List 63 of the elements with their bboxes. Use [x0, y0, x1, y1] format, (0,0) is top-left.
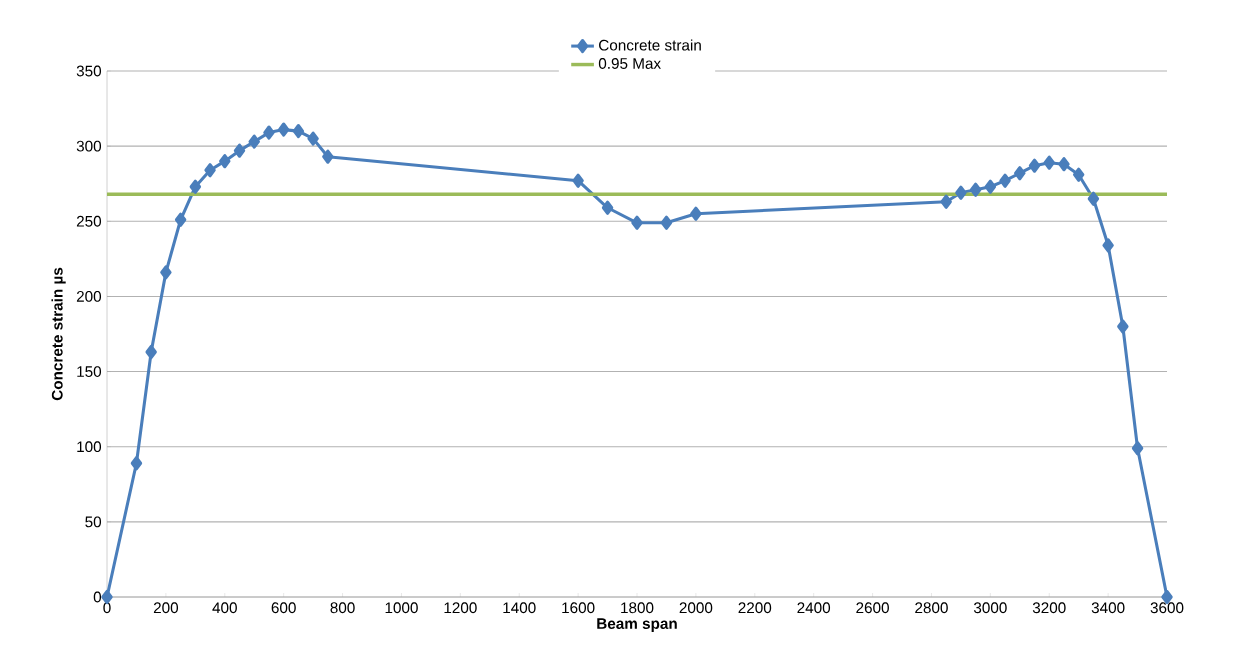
point — [174, 212, 187, 227]
y-tick-label: 150 — [77, 366, 102, 377]
x-tick-label: 400 — [212, 602, 237, 614]
point — [130, 456, 143, 471]
x-tick-label: 1000 — [385, 602, 418, 614]
legend-label: 0.95 Max — [598, 58, 661, 69]
point — [940, 194, 952, 209]
x-tick-label: 600 — [271, 602, 296, 614]
point — [955, 185, 967, 200]
point — [999, 173, 1011, 188]
point — [1028, 158, 1041, 173]
x-tick-label: 3200 — [1032, 602, 1066, 614]
y-tick-label: 100 — [77, 441, 102, 453]
legend-label: Concrete strain — [599, 39, 701, 51]
point — [690, 206, 702, 221]
x-tick-label: 1600 — [562, 602, 595, 614]
point — [322, 149, 334, 164]
point — [1058, 157, 1070, 172]
point — [160, 265, 172, 280]
y-tick-label: 250 — [76, 215, 102, 227]
point — [189, 179, 202, 194]
point — [1087, 191, 1100, 206]
point — [601, 200, 614, 215]
point — [631, 215, 643, 230]
point — [204, 163, 216, 178]
x-tick-label: 3400 — [1091, 602, 1125, 614]
point — [145, 344, 157, 360]
point — [277, 122, 290, 137]
point — [307, 131, 319, 146]
x-tick-label: 2600 — [856, 602, 889, 614]
y-tick-label: 350 — [76, 65, 102, 77]
point — [219, 154, 231, 169]
point — [1043, 155, 1055, 170]
point — [1131, 441, 1144, 456]
point — [233, 143, 246, 158]
x-tick-label: 2000 — [679, 602, 713, 614]
point — [263, 125, 275, 140]
y-tick-label: 50 — [85, 516, 102, 528]
point — [1102, 238, 1114, 253]
point — [969, 182, 982, 197]
x-tick-label: 1400 — [503, 602, 536, 614]
y-axis-title: Concrete strain µs — [51, 267, 66, 401]
y-tick-label: 300 — [76, 140, 102, 152]
x-tick-label: 3000 — [973, 602, 1007, 614]
point — [248, 134, 260, 149]
x-tick-label: 800 — [330, 602, 355, 614]
x-tick-label: 2800 — [915, 602, 948, 614]
point — [1072, 167, 1085, 182]
point — [1117, 319, 1129, 334]
point — [660, 215, 673, 230]
point — [984, 179, 997, 194]
x-tick-label: 2200 — [738, 602, 772, 614]
x-axis-title: Beam span — [597, 618, 677, 632]
point — [572, 173, 584, 188]
point — [1014, 166, 1026, 181]
x-tick-label: 3600 — [1150, 602, 1184, 614]
x-tick-label: 1200 — [444, 602, 477, 614]
point — [292, 124, 305, 139]
y-tick-label: 200 — [76, 291, 102, 302]
x-tick-label: 1800 — [621, 602, 654, 614]
x-tick-label: 2400 — [797, 602, 831, 614]
y-tick-label: 0 — [93, 591, 102, 603]
x-tick-label: 200 — [153, 602, 179, 614]
